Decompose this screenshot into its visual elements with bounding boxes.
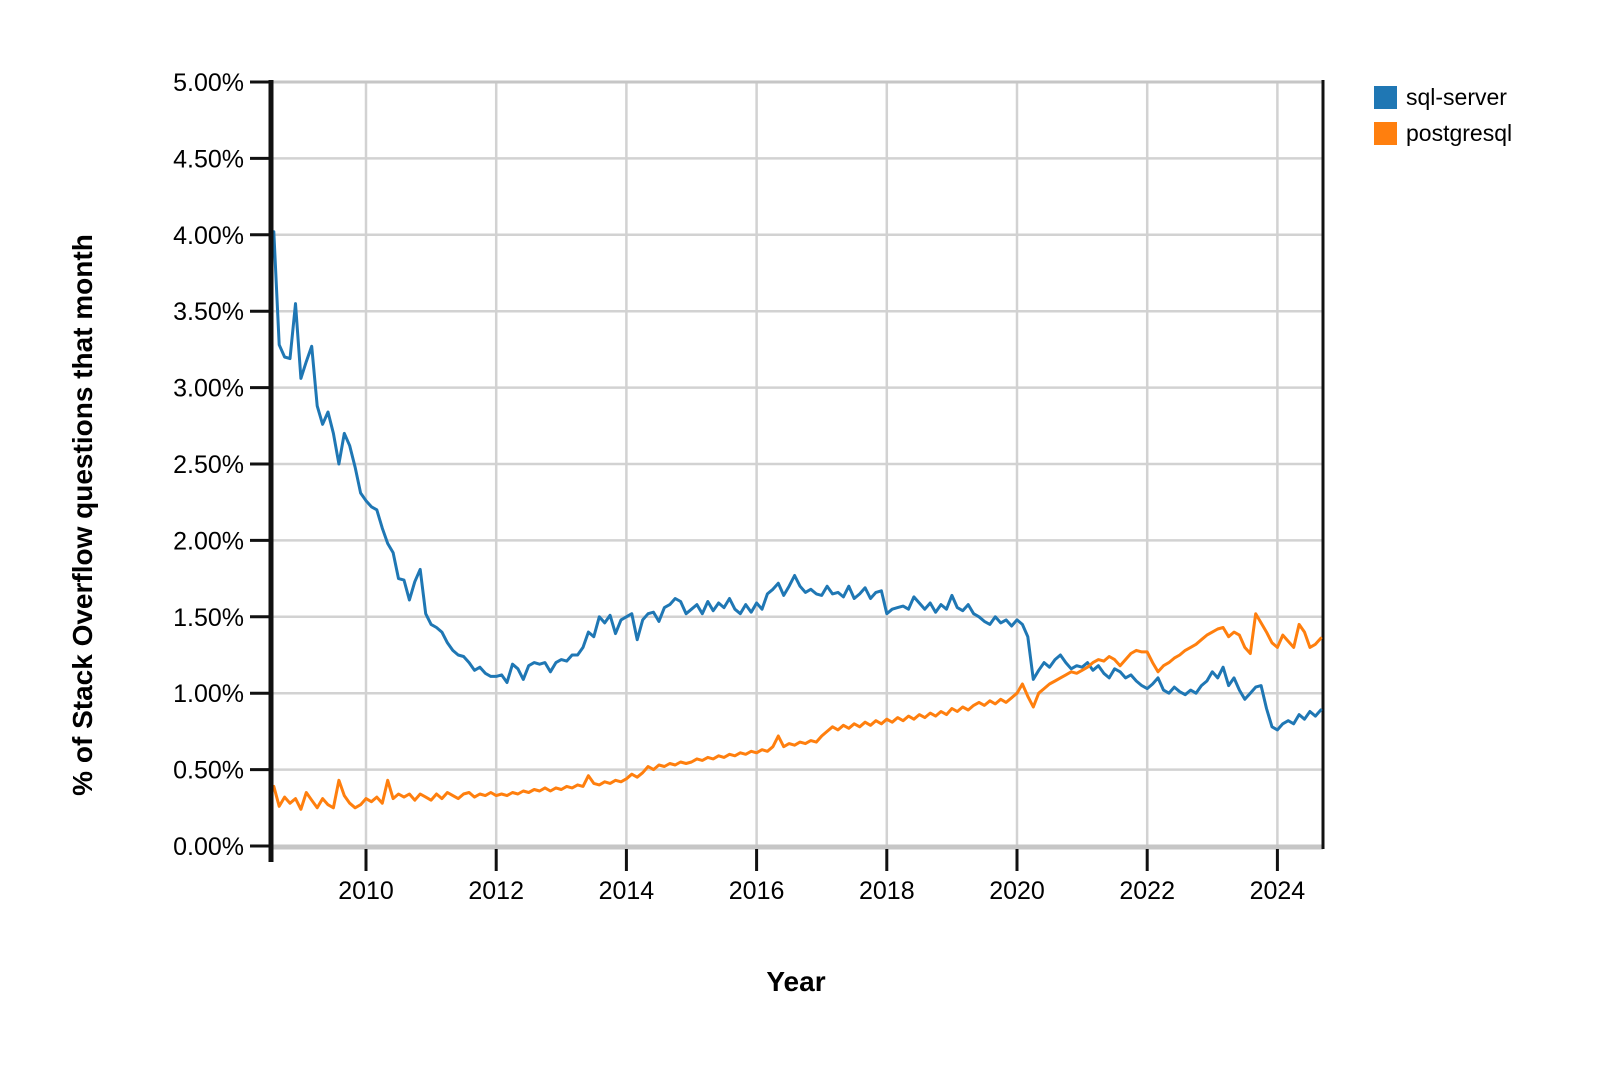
- y-tick-label: 4.50%: [173, 145, 244, 173]
- y-tick-label: 0.00%: [173, 833, 244, 861]
- series-line-sql-server: [272, 230, 1323, 732]
- x-tick-label: 2010: [338, 877, 394, 905]
- x-tick-label: 2012: [468, 877, 524, 905]
- y-tick-label: 4.00%: [173, 222, 244, 250]
- x-tick-label: 2016: [729, 877, 785, 905]
- x-tick-label: 2020: [989, 877, 1045, 905]
- legend-item-sql-server: sql-server: [1374, 84, 1512, 111]
- x-tick-label: 2018: [859, 877, 915, 905]
- y-tick-label: 0.50%: [173, 757, 244, 785]
- legend-swatch-postgresql: [1374, 122, 1397, 145]
- x-tick-label: 2014: [599, 877, 655, 905]
- y-tick-label: 3.50%: [173, 298, 244, 326]
- y-tick-label: 3.00%: [173, 375, 244, 403]
- legend-item-postgresql: postgresql: [1374, 120, 1512, 147]
- y-tick-label: 2.00%: [173, 527, 244, 555]
- x-tick-label: 2022: [1119, 877, 1175, 905]
- y-tick-label: 2.50%: [173, 451, 244, 479]
- series-line-postgresql: [272, 612, 1323, 811]
- legend-label-sql-server: sql-server: [1406, 84, 1507, 110]
- legend-label-postgresql: postgresql: [1406, 120, 1513, 146]
- legend-swatch-sql-server: [1374, 86, 1397, 109]
- y-tick-label: 5.00%: [173, 69, 244, 97]
- y-tick-label: 1.50%: [173, 604, 244, 632]
- legend: sql-server postgresql: [1374, 84, 1512, 147]
- x-axis-title: Year: [766, 966, 826, 997]
- y-tick-label: 1.00%: [173, 680, 244, 708]
- x-tick-label: 2024: [1250, 877, 1306, 905]
- y-axis-title: % of Stack Overflow questions that month: [67, 234, 98, 796]
